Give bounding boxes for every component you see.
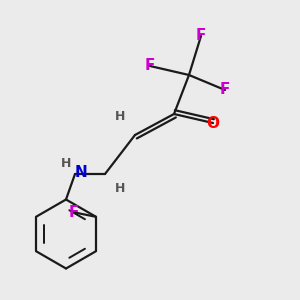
Text: F: F [196, 28, 206, 44]
Text: H: H [61, 157, 71, 170]
Text: H: H [115, 110, 125, 124]
Text: F: F [68, 205, 79, 220]
Text: O: O [206, 116, 220, 130]
Text: H: H [115, 182, 125, 196]
Text: N: N [75, 165, 87, 180]
Text: F: F [220, 82, 230, 98]
Text: F: F [145, 58, 155, 74]
